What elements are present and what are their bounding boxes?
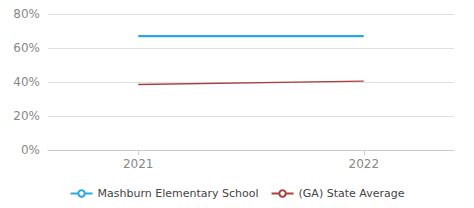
svg-text:Mashburn Elementary School: Mashburn Elementary School bbox=[98, 187, 259, 200]
svg-text:40%: 40% bbox=[13, 75, 40, 89]
svg-text:(GA) State Average: (GA) State Average bbox=[299, 187, 405, 200]
svg-text:60%: 60% bbox=[13, 41, 40, 55]
svg-text:2021: 2021 bbox=[123, 157, 154, 171]
svg-text:2022: 2022 bbox=[349, 157, 380, 171]
svg-text:0%: 0% bbox=[21, 143, 40, 157]
svg-text:80%: 80% bbox=[13, 7, 40, 21]
svg-text:20%: 20% bbox=[13, 109, 40, 123]
